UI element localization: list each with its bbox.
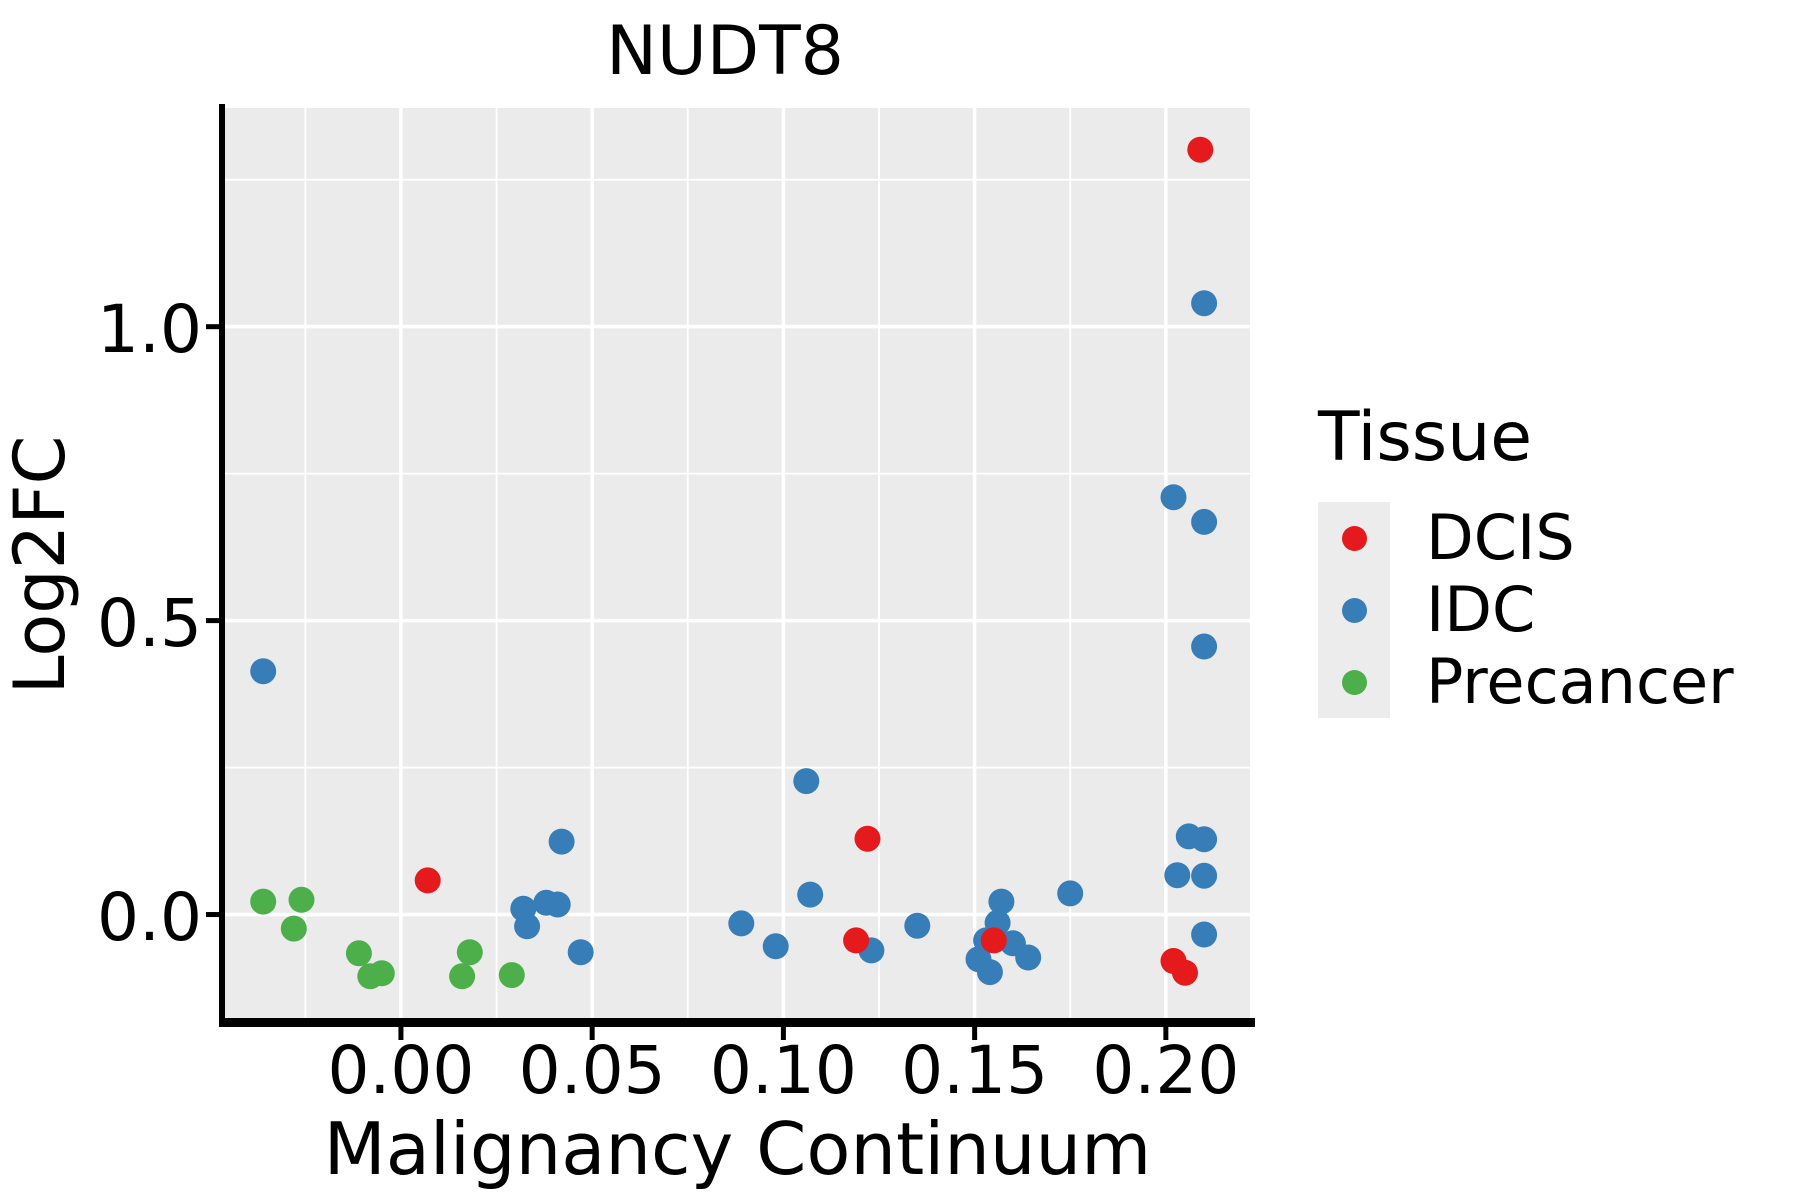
y-axis-title: Log2FC bbox=[0, 435, 81, 695]
y-tick-label: 0.5 bbox=[97, 584, 202, 662]
scatter-point-idc bbox=[904, 912, 931, 939]
scatter-point-idc bbox=[976, 959, 1003, 986]
scatter-point-idc bbox=[1160, 484, 1187, 511]
legend-dot-precancer-icon bbox=[1341, 669, 1367, 695]
major-gridlines bbox=[225, 108, 1250, 1018]
scatter-point-idc bbox=[728, 910, 755, 937]
legend-title: Tissue bbox=[1318, 398, 1533, 477]
x-tick-label: 0.10 bbox=[709, 1032, 857, 1109]
x-tick-label: 0.15 bbox=[901, 1032, 1049, 1109]
scatter-point-idc bbox=[797, 881, 824, 908]
y-tick-mark bbox=[206, 912, 219, 918]
x-tick-mark bbox=[972, 1027, 978, 1040]
scatter-point-precancer bbox=[456, 939, 483, 966]
scatter-point-idc bbox=[514, 913, 541, 940]
scatter-point-precancer bbox=[449, 963, 476, 990]
scatter-point-dcis bbox=[1172, 959, 1198, 986]
legend: Tissue DCIS IDC Precancer bbox=[1318, 404, 1734, 718]
legend-dot-dcis-icon bbox=[1341, 525, 1367, 551]
x-tick-mark bbox=[589, 1027, 595, 1040]
x-tick-label: 0.05 bbox=[518, 1032, 666, 1109]
legend-key-precancer bbox=[1318, 646, 1390, 718]
scatter-point-idc bbox=[1191, 508, 1218, 535]
y-axis-spine bbox=[219, 104, 225, 1027]
x-tick-mark bbox=[1163, 1027, 1169, 1040]
scatter-point-idc bbox=[762, 933, 789, 960]
scatter-point-idc bbox=[1191, 826, 1218, 853]
x-tick-label: 0.20 bbox=[1092, 1032, 1240, 1109]
legend-key-idc bbox=[1318, 574, 1390, 646]
scatter-point-idc bbox=[1191, 862, 1218, 889]
legend-item-dcis: DCIS bbox=[1318, 502, 1734, 574]
x-axis-spine bbox=[219, 1018, 1255, 1027]
scatter-point-idc bbox=[1191, 290, 1218, 317]
scatter-point-idc bbox=[1191, 633, 1218, 660]
plot-panel-background bbox=[225, 108, 1250, 1018]
x-tick-mark bbox=[398, 1027, 404, 1040]
scatter-point-dcis bbox=[1187, 136, 1214, 163]
legend-label: IDC bbox=[1426, 573, 1536, 646]
y-tick-label: 1.0 bbox=[97, 290, 202, 368]
scatter-point-dcis bbox=[854, 825, 881, 852]
x-tick-mark bbox=[780, 1027, 786, 1040]
scatter-points-layer bbox=[250, 136, 1218, 990]
axis-spines bbox=[219, 104, 1255, 1027]
scatter-point-dcis bbox=[980, 927, 1007, 954]
legend-item-idc: IDC bbox=[1318, 574, 1734, 646]
scatter-point-dcis bbox=[843, 927, 870, 954]
page-title: NUDT8 bbox=[606, 12, 844, 91]
scatter-point-idc bbox=[567, 939, 594, 966]
y-tick-mark bbox=[206, 618, 219, 624]
scatter-point-idc bbox=[1057, 880, 1084, 907]
scatter-point-precancer bbox=[498, 962, 525, 989]
scatter-point-idc bbox=[793, 768, 820, 795]
scatter-point-dcis bbox=[414, 867, 441, 894]
scatter-point-precancer bbox=[280, 915, 307, 942]
legend-label: DCIS bbox=[1426, 501, 1575, 574]
minor-gridlines bbox=[225, 108, 1250, 1018]
scatter-point-idc bbox=[548, 828, 575, 855]
legend-items: DCIS IDC Precancer bbox=[1318, 502, 1734, 718]
y-tick-mark bbox=[206, 324, 219, 330]
y-tick-label: 0.0 bbox=[97, 878, 202, 956]
axis-tick-marks bbox=[206, 324, 1169, 1040]
scatter-point-precancer bbox=[345, 940, 372, 967]
legend-key-dcis bbox=[1318, 502, 1390, 574]
scatter-point-idc bbox=[988, 888, 1015, 915]
scatter-point-precancer bbox=[250, 888, 277, 915]
scatter-point-idc bbox=[250, 658, 277, 685]
legend-label: Precancer bbox=[1426, 645, 1734, 718]
scatter-point-idc bbox=[1164, 862, 1191, 889]
scatter-point-precancer bbox=[288, 886, 315, 913]
scatter-point-idc bbox=[1015, 944, 1042, 971]
x-axis-title: Malignancy Continuum bbox=[323, 1107, 1152, 1191]
scatter-point-idc bbox=[1191, 921, 1218, 948]
legend-item-precancer: Precancer bbox=[1318, 646, 1734, 718]
scatter-point-idc bbox=[544, 891, 571, 918]
scatter-point-precancer bbox=[368, 960, 395, 987]
legend-dot-idc-icon bbox=[1341, 597, 1367, 623]
x-tick-label: 0.00 bbox=[327, 1032, 475, 1109]
